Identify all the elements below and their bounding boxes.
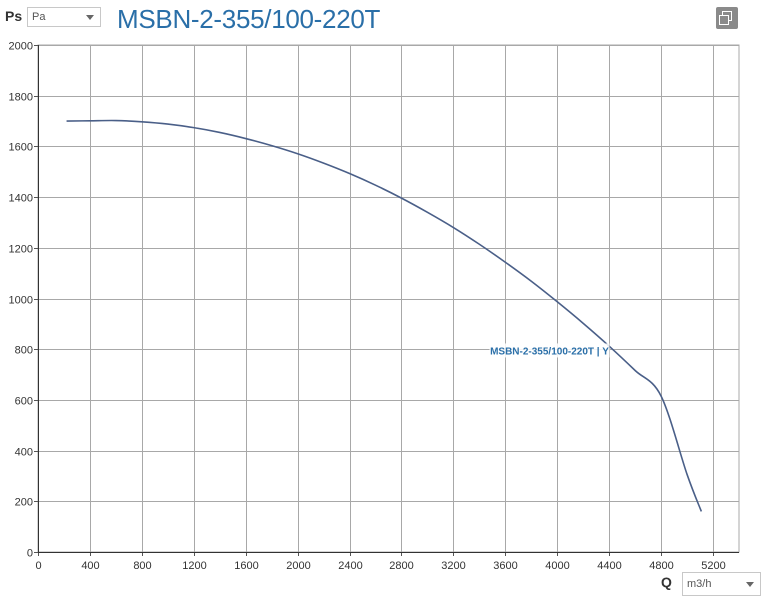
y-tick-label: 1000 — [9, 295, 33, 307]
y-tick-label: 400 — [15, 447, 33, 459]
x-tick-label: 4400 — [597, 560, 621, 572]
x-tick-label: 2800 — [389, 560, 413, 572]
x-unit-select[interactable]: m3/h — [682, 572, 761, 596]
x-tick-label: 1200 — [182, 560, 206, 572]
chevron-down-icon — [746, 582, 754, 587]
series-label-bg — [489, 343, 610, 358]
y-tick-label: 2000 — [9, 41, 33, 53]
y-tick-label: 1400 — [9, 193, 33, 205]
y-tick-label: 0 — [27, 548, 33, 560]
y-axis-symbol: Ps — [5, 8, 23, 24]
x-tick-label: 3200 — [441, 560, 465, 572]
x-tick-label: 5200 — [701, 560, 725, 572]
y-tick-label: 1200 — [9, 244, 33, 256]
y-tick-label: 800 — [15, 345, 33, 357]
y-tick-label: 1600 — [9, 142, 33, 154]
x-tick-label: 2400 — [338, 560, 362, 572]
x-tick-label: 3600 — [493, 560, 517, 572]
x-tick-label: 800 — [133, 560, 151, 572]
x-tick-label: 2000 — [286, 560, 310, 572]
series-label: MSBN-2-355/100-220T | Y — [490, 346, 609, 357]
series-line — [66, 119, 703, 512]
plot-frame — [37, 44, 740, 553]
y-unit-value: Pa — [32, 11, 46, 23]
x-axis-symbol: Q — [661, 574, 672, 590]
x-tick-label: 1600 — [234, 560, 258, 572]
x-tick-label: 0 — [35, 560, 41, 572]
y-tick-label: 600 — [15, 396, 33, 408]
y-tick-label: 200 — [15, 497, 33, 509]
x-tick-label: 400 — [81, 560, 99, 572]
x-tick-label: 4000 — [545, 560, 569, 572]
chevron-down-icon — [86, 15, 94, 20]
y-tick-label: 1800 — [9, 92, 33, 104]
copy-icon[interactable] — [716, 7, 738, 29]
x-tick-label: 4800 — [649, 560, 673, 572]
x-unit-value: m3/h — [687, 578, 712, 590]
chart-title: MSBN-2-355/100-220T — [117, 4, 381, 34]
y-unit-select[interactable]: Pa — [27, 7, 101, 27]
